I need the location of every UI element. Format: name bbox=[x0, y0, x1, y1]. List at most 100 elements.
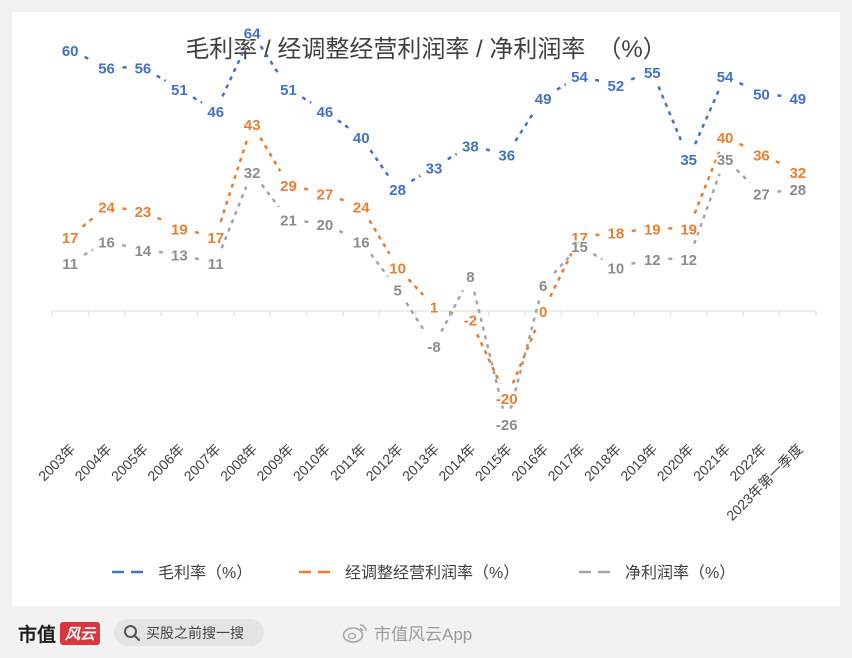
data-label: 11 bbox=[208, 256, 224, 273]
series-line-segment bbox=[304, 220, 310, 224]
data-label: 8 bbox=[466, 269, 474, 286]
search-icon bbox=[124, 624, 140, 641]
data-label: -8 bbox=[427, 339, 440, 356]
series-line-segment bbox=[440, 289, 465, 333]
series-line-segment bbox=[738, 81, 748, 88]
data-label: 19 bbox=[171, 221, 188, 238]
series-line-segment bbox=[368, 219, 391, 255]
series-line-segment bbox=[594, 78, 601, 83]
series-line-segment bbox=[156, 216, 166, 223]
brand-logo[interactable]: 市值 风云 bbox=[18, 620, 101, 647]
data-label: 54 bbox=[717, 69, 734, 86]
series-line-segment bbox=[369, 253, 389, 278]
data-label: 51 bbox=[280, 82, 297, 99]
data-label: 55 bbox=[644, 65, 661, 82]
series-line-segment bbox=[405, 302, 427, 334]
weibo-icon bbox=[342, 623, 367, 643]
data-label: 49 bbox=[789, 91, 806, 108]
x-tick-label: 2010年 bbox=[290, 441, 333, 484]
x-tick-label: 2004年 bbox=[71, 441, 114, 484]
data-label: 24 bbox=[98, 200, 115, 217]
legend-item[interactable]: 毛利率（%） bbox=[112, 564, 252, 582]
series-line-segment bbox=[220, 186, 248, 249]
series-group bbox=[84, 45, 783, 183]
series-line-segment bbox=[777, 189, 783, 193]
data-label: 1 bbox=[430, 300, 438, 317]
series-line-segment bbox=[595, 233, 601, 237]
data-label: 18 bbox=[608, 226, 625, 243]
series-line-segment bbox=[511, 325, 539, 384]
series-line-segment bbox=[156, 74, 167, 83]
data-label: 14 bbox=[135, 243, 152, 260]
data-label: 36 bbox=[753, 147, 770, 164]
x-tick-label: 2012年 bbox=[362, 441, 405, 484]
data-label: 17 bbox=[207, 230, 224, 247]
data-label: 17 bbox=[62, 230, 79, 247]
x-tick-label: 2006年 bbox=[144, 441, 187, 484]
series-line-segment bbox=[657, 86, 684, 145]
data-label: 21 bbox=[280, 213, 297, 230]
chart-title: 毛利率 / 经调整经营利润率 / 净利润率 （%） bbox=[185, 36, 666, 63]
series-group bbox=[81, 137, 784, 385]
brand-text: 市值 bbox=[18, 625, 57, 646]
series-line-segment bbox=[221, 46, 247, 97]
series-line-segment bbox=[514, 110, 536, 142]
x-tick-label: 2017年 bbox=[544, 441, 587, 484]
data-label: 27 bbox=[753, 187, 770, 204]
series-line-segment bbox=[122, 207, 128, 211]
search-pill[interactable]: 买股之前搜一搜 bbox=[114, 619, 264, 646]
data-label: 40 bbox=[717, 130, 734, 147]
data-label: 54 bbox=[571, 69, 588, 86]
data-label: 6 bbox=[539, 278, 547, 295]
data-label: 27 bbox=[317, 187, 334, 204]
series-line-segment bbox=[738, 142, 748, 149]
x-tick-label: 2011年 bbox=[327, 441, 370, 484]
series-line-segment bbox=[556, 83, 567, 91]
series-line-segment bbox=[339, 197, 347, 203]
series-line-segment bbox=[410, 174, 421, 183]
x-tick-label: 2015年 bbox=[472, 441, 515, 484]
series-line-segment bbox=[81, 215, 96, 228]
legend-item[interactable]: 经调整经营利润率（%） bbox=[299, 564, 519, 582]
legend-label: 毛利率（%） bbox=[158, 564, 252, 582]
data-label: 17 bbox=[571, 230, 588, 247]
series-line-segment bbox=[407, 278, 425, 296]
data-label: 40 bbox=[353, 130, 370, 147]
legend-item[interactable]: 净利润率（%） bbox=[579, 564, 735, 582]
series-line-segment bbox=[631, 229, 637, 233]
data-label: 60 bbox=[62, 43, 79, 60]
data-label: 29 bbox=[280, 178, 297, 195]
x-tick-label: 2018年 bbox=[581, 441, 624, 484]
data-label: -2 bbox=[464, 313, 477, 330]
footer-bar: 市值 风云 买股之前搜一搜 市值风云App bbox=[12, 606, 840, 658]
x-tick-label: 2016年 bbox=[508, 441, 551, 484]
chart-card: 毛利率 / 经调整经营利润率 / 净利润率 （%） 60 56 56 51 46 64 51… bbox=[12, 12, 840, 606]
data-label: 28 bbox=[789, 182, 806, 199]
data-label: 49 bbox=[535, 91, 552, 108]
x-tick-label: 2009年 bbox=[253, 441, 296, 484]
series-line-segment bbox=[83, 248, 94, 257]
series-line-segment bbox=[121, 243, 128, 248]
series-line-segment bbox=[485, 148, 492, 152]
data-label: 46 bbox=[317, 104, 334, 121]
series-line-segment bbox=[509, 300, 541, 409]
data-label: -20 bbox=[496, 391, 518, 408]
x-tick-label: 2013年 bbox=[399, 441, 442, 484]
series-line-segment bbox=[630, 75, 638, 81]
data-label: 5 bbox=[393, 282, 401, 299]
x-tick-label: 2005年 bbox=[108, 441, 151, 484]
series-line-segment bbox=[194, 256, 201, 261]
x-tick-label: 2019年 bbox=[617, 441, 660, 484]
series-line-segment bbox=[693, 90, 720, 145]
data-label: 56 bbox=[98, 60, 115, 77]
series-line-segment bbox=[592, 252, 603, 261]
x-tick-label: 2008年 bbox=[217, 441, 260, 484]
series-line-segment bbox=[158, 250, 164, 254]
weibo-watermark: 市值风云App bbox=[342, 620, 472, 645]
data-label: 50 bbox=[753, 87, 770, 104]
weibo-text: 市值风云App bbox=[374, 625, 473, 644]
series-line-segment bbox=[777, 94, 783, 98]
search-text: 买股之前搜一搜 bbox=[146, 624, 244, 641]
data-label: 15 bbox=[571, 239, 588, 256]
series-line-segment bbox=[260, 183, 280, 208]
